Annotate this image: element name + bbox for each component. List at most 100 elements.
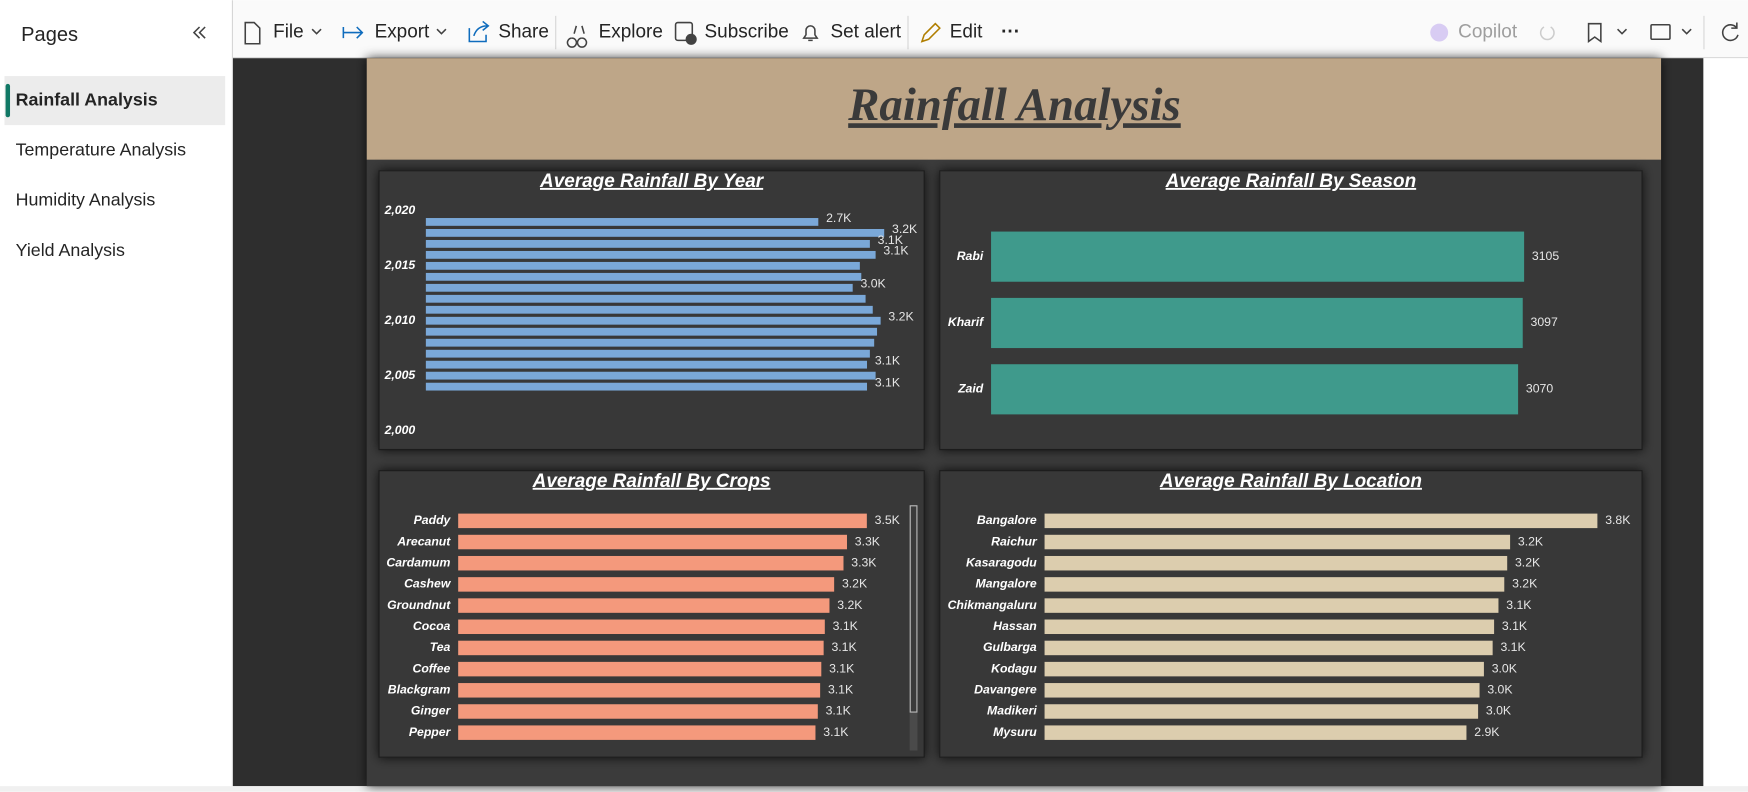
page-link[interactable]: Rainfall Analysis <box>16 89 158 109</box>
page-link[interactable]: Temperature Analysis <box>16 139 187 159</box>
value-label: 3.2K <box>842 577 868 591</box>
category-label: Tea <box>430 640 451 654</box>
toolbar <box>232 0 1748 58</box>
chevron[interactable] <box>311 28 322 35</box>
bar <box>425 316 881 325</box>
alert-icon <box>802 25 819 42</box>
y-tick-label: 2,000 <box>384 423 416 437</box>
value-label: 3.0K <box>1486 704 1512 718</box>
page-link[interactable]: Humidity Analysis <box>16 190 156 210</box>
bar <box>991 231 1525 282</box>
value-label: 3097 <box>1531 315 1558 329</box>
category-label: Kharif <box>948 315 985 329</box>
y-tick-label: 2,015 <box>384 258 416 272</box>
bar <box>425 250 876 259</box>
y-tick-label: 2,020 <box>384 203 416 217</box>
bar <box>425 371 876 380</box>
reset-icon[interactable] <box>1539 26 1555 41</box>
bar <box>1044 704 1479 719</box>
export-icon <box>342 26 364 39</box>
chevron[interactable] <box>436 28 447 35</box>
bar <box>425 283 853 292</box>
category-label: Kasaragodu <box>966 555 1037 569</box>
bar <box>458 683 821 698</box>
collapse-icon[interactable] <box>192 26 206 39</box>
category-label: Raichur <box>991 534 1038 548</box>
bar <box>425 338 875 347</box>
sidebar <box>0 0 232 787</box>
bar <box>458 619 825 635</box>
bar <box>991 364 1519 415</box>
value-label: 2.9K <box>1474 725 1500 739</box>
category-label: Mysuru <box>993 725 1037 739</box>
value-label: 3.2K <box>1515 555 1541 569</box>
bar <box>458 704 818 719</box>
bar <box>425 239 870 248</box>
explore-icon <box>566 25 588 48</box>
value-label: 3.1K <box>1502 619 1528 633</box>
value-label: 3.8K <box>1605 513 1631 527</box>
value-label: 3.5K <box>875 513 901 527</box>
chart-title: Average Rainfall By Season <box>1165 171 1417 192</box>
value-label: 3.1K <box>1506 598 1532 612</box>
bar <box>458 725 816 740</box>
category-label: Paddy <box>414 513 452 527</box>
bar <box>425 272 862 281</box>
selected-indicator <box>5 83 11 118</box>
chart-title: Average Rainfall By Location <box>1159 471 1422 492</box>
bar <box>425 305 873 314</box>
chevron[interactable] <box>1681 28 1692 35</box>
bar <box>425 229 885 237</box>
page-link[interactable]: Yield Analysis <box>16 240 125 260</box>
bar <box>1044 555 1508 571</box>
toolbar-button[interactable]: Subscribe <box>705 22 789 43</box>
bar <box>458 577 835 592</box>
share-icon <box>468 20 490 43</box>
value-label: 3105 <box>1532 249 1559 263</box>
value-label: 3.0K <box>1487 683 1513 697</box>
bar <box>425 327 878 336</box>
bar <box>425 218 819 226</box>
chart-title: Average Rainfall By Crops <box>532 471 771 492</box>
toolbar-button[interactable]: Explore <box>599 22 663 43</box>
toolbar-button[interactable]: File <box>273 22 304 43</box>
scrollbar-thumb[interactable] <box>909 505 918 713</box>
bar <box>425 261 860 270</box>
bar <box>991 297 1523 349</box>
copilot-button[interactable]: Copilot <box>1458 22 1518 43</box>
toolbar-button[interactable]: Set alert <box>831 22 902 43</box>
status-strip <box>0 786 1748 792</box>
view-icon[interactable] <box>1650 23 1671 41</box>
refresh-icon[interactable] <box>1721 22 1739 42</box>
bar <box>458 555 844 571</box>
more-button[interactable]: ··· <box>1001 22 1020 43</box>
value-label: 3.1K <box>829 661 855 675</box>
bookmark-icon[interactable] <box>1587 22 1602 44</box>
category-label: Ginger <box>411 704 452 718</box>
chart-title: Average Rainfall By Year <box>539 171 765 192</box>
toolbar-button[interactable]: Share <box>498 22 549 43</box>
value-label: 3.1K <box>831 640 857 654</box>
value-label: 3.2K <box>1518 534 1544 548</box>
bar <box>1044 640 1493 656</box>
chevron[interactable] <box>1617 28 1628 35</box>
toolbar-button[interactable]: Edit <box>950 22 983 43</box>
value-label: 3.0K <box>860 277 886 291</box>
toolbar-button[interactable]: Export <box>375 22 430 43</box>
value-label: 3.1K <box>878 233 904 247</box>
category-label: Arecanut <box>396 534 451 548</box>
bar <box>425 294 866 303</box>
right-margin <box>1703 58 1748 787</box>
bar <box>458 640 824 656</box>
value-label: 3.1K <box>826 704 852 718</box>
category-label: Blackgram <box>388 683 451 697</box>
category-label: Cocoa <box>413 619 451 633</box>
category-label: Pepper <box>409 725 452 739</box>
category-label: Cashew <box>404 577 452 591</box>
selected-page-bg <box>4 76 226 126</box>
category-label: Rabi <box>957 249 984 263</box>
bar <box>1044 725 1467 740</box>
value-label: 3.2K <box>837 598 863 612</box>
value-label: 3.1K <box>883 244 909 258</box>
